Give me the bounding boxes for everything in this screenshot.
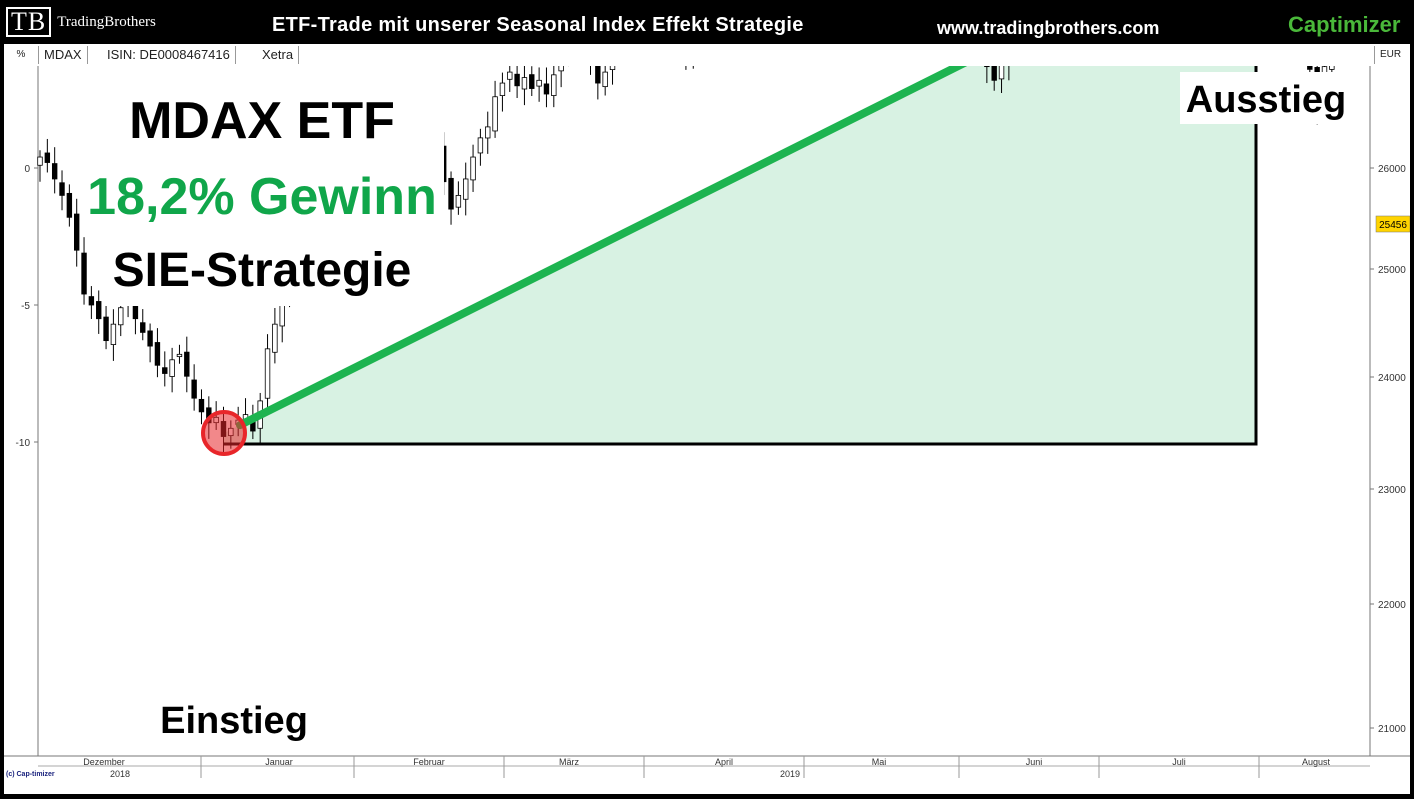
candle — [170, 348, 175, 392]
candle — [529, 66, 534, 96]
headline: ETF-Trade mit unserer Seasonal Index Eff… — [272, 14, 804, 37]
instrument-info-bar: % MDAX ISIN: DE0008467416 Xetra EUR — [4, 44, 1410, 67]
candle — [500, 73, 505, 112]
month-label: Januar — [265, 757, 293, 767]
candle — [104, 301, 109, 349]
candle — [74, 199, 79, 267]
candle — [552, 66, 557, 107]
right-tick-label: 24000 — [1378, 373, 1406, 384]
chart-area: 1050-5-10 260002500024000230002200021000… — [4, 66, 1410, 794]
left-tick-label: 0 — [24, 164, 30, 175]
month-label: Juni — [1026, 757, 1043, 767]
captimizer-brand: Captimizer — [1288, 12, 1400, 38]
candle — [199, 389, 204, 424]
year-label: 2018 — [110, 769, 130, 779]
tradingbrothers-logo: TB TradingBrothers — [6, 7, 156, 37]
candle — [471, 145, 476, 192]
left-tick-label: -5 — [21, 301, 30, 312]
candle — [96, 290, 101, 333]
right-axis-ticks: 26000 25000 24000 23000 22000 21000 — [1370, 164, 1406, 735]
right-tick-label: 23000 — [1378, 485, 1406, 496]
candle — [177, 345, 182, 364]
month-label: Mai — [872, 757, 887, 767]
month-label: Juli — [1172, 757, 1186, 767]
candle — [155, 328, 160, 377]
copyright-text: (c) Cap-timizer — [6, 771, 55, 778]
candle — [507, 66, 512, 92]
currency-label: EUR — [1374, 46, 1406, 64]
candle — [52, 147, 57, 193]
pct-label: % — [4, 46, 39, 64]
month-label: April — [715, 757, 733, 767]
entry-label: Einstieg — [160, 700, 308, 742]
left-tick-label: -10 — [16, 438, 31, 449]
candle — [273, 308, 278, 363]
candle — [111, 309, 116, 361]
candle — [603, 66, 608, 96]
right-tick-label: 22000 — [1378, 600, 1406, 611]
right-tick-label: 21000 — [1378, 724, 1406, 735]
exit-label: Ausstieg — [1186, 79, 1346, 121]
time-axis: Dezember Januar Februar März April Mai Juni Jul… — [38, 756, 1370, 779]
right-tick-label: 25000 — [1378, 265, 1406, 276]
year-label: 2019 — [780, 769, 800, 779]
candle — [67, 184, 72, 226]
candle — [45, 139, 50, 173]
left-axis-panel — [4, 66, 38, 756]
candle — [140, 309, 145, 340]
entry-marker[interactable] — [203, 412, 245, 454]
overlay-title: MDAX ETF — [129, 92, 395, 150]
month-label: Dezember — [83, 757, 125, 767]
candle — [162, 351, 167, 386]
candle — [456, 181, 461, 214]
top-banner: TB TradingBrothers ETF-Trade mit unserer… — [0, 0, 1414, 44]
candle — [185, 337, 190, 393]
candle — [192, 364, 197, 410]
candle — [89, 286, 94, 319]
candle — [691, 66, 696, 69]
candle — [596, 66, 601, 99]
candle — [82, 237, 87, 304]
logo-name: TradingBrothers — [57, 14, 156, 31]
website-text: www.tradingbrothers.com — [937, 18, 1159, 39]
candle — [588, 66, 593, 75]
candle — [485, 112, 490, 154]
candle — [60, 170, 65, 210]
candle — [537, 67, 542, 101]
isin-label[interactable]: ISIN: DE0008467416 — [102, 46, 236, 64]
candle — [148, 324, 153, 363]
exchange-label[interactable]: Xetra — [257, 46, 299, 64]
candle — [610, 66, 615, 85]
candle — [544, 67, 549, 107]
candle — [684, 66, 689, 70]
logo-box: TB — [6, 7, 51, 37]
month-label: August — [1302, 757, 1331, 767]
candle — [265, 334, 270, 412]
overlay-gain: 18,2% Gewinn — [87, 168, 437, 226]
candle — [493, 81, 498, 138]
candle — [515, 66, 520, 98]
candle — [449, 171, 454, 224]
month-label: Februar — [413, 757, 445, 767]
candle — [478, 129, 483, 166]
candle — [559, 66, 564, 87]
overlay-strategy: SIE-Strategie — [113, 244, 412, 297]
symbol-label[interactable]: MDAX — [39, 46, 88, 64]
right-tick-label: 26000 — [1378, 164, 1406, 175]
candlestick-chart: 1050-5-10 260002500024000230002200021000… — [4, 66, 1410, 794]
candle — [463, 163, 468, 216]
candle — [522, 66, 527, 105]
month-label: März — [559, 757, 579, 767]
current-price-text: 25456 — [1379, 220, 1407, 231]
